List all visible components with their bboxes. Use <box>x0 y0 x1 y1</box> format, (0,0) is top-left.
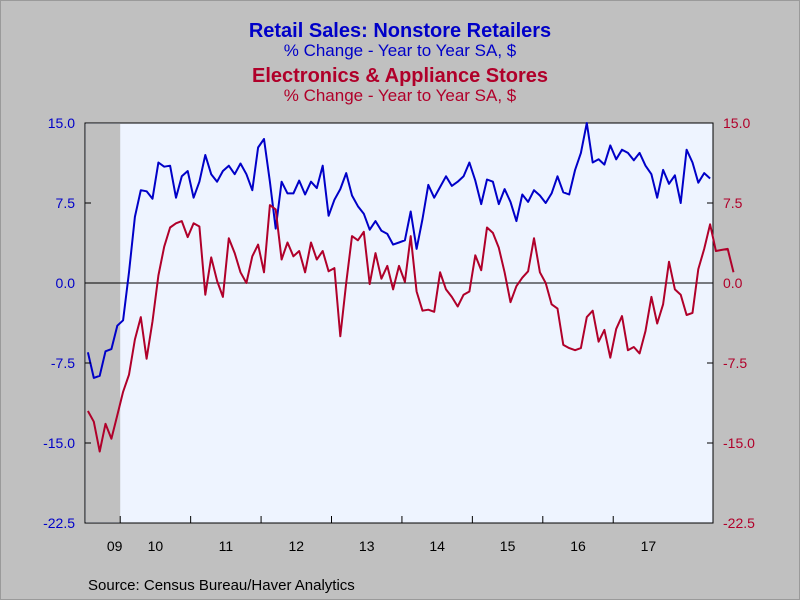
y-right-tick-label: -22.5 <box>723 515 755 531</box>
y-left-tick-label: -7.5 <box>51 355 75 371</box>
y-left-tick-label: 0.0 <box>56 275 76 291</box>
x-tick-label: 12 <box>289 538 305 554</box>
series2-subtitle: % Change - Year to Year SA, $ <box>283 86 517 105</box>
axis-layer: 15.0 15.0 7.5 7.5 0.0 0.0 -7.5 -7.5 -15.0 -15.0 -2… <box>43 115 755 554</box>
x-tick-label: 17 <box>641 538 657 554</box>
x-tick-label: 16 <box>570 538 586 554</box>
series2-title: Electronics & Appliance Stores <box>251 65 548 87</box>
y-right-tick-label: 15.0 <box>723 115 750 131</box>
y-left-tick-label: 15.0 <box>48 115 75 131</box>
series-line-2 <box>87 204 735 453</box>
series1-title: Retail Sales: Nonstore Retailers <box>248 20 552 42</box>
y-right-tick-label: 7.5 <box>723 195 743 211</box>
series-line-1 <box>86 122 711 379</box>
y-right-tick-label: -15.0 <box>723 435 755 451</box>
y-right-tick-label: -7.5 <box>723 355 747 371</box>
y-left-tick-label: -15.0 <box>43 435 75 451</box>
x-tick-label: 09 <box>107 538 123 554</box>
x-tick-label: 11 <box>219 538 234 554</box>
y-left-tick-label: -22.5 <box>43 515 75 531</box>
series1-subtitle: % Change - Year to Year SA, $ <box>283 41 517 60</box>
recession-shading-layer <box>86 124 121 522</box>
plot-area <box>84 122 714 524</box>
series-layer <box>86 122 735 453</box>
x-tick-label: 14 <box>429 538 445 554</box>
y-left-tick-label: 7.5 <box>56 195 76 211</box>
x-tick-label: 13 <box>359 538 375 554</box>
y-right-tick-label: 0.0 <box>723 275 743 291</box>
x-tick-label: 10 <box>148 538 164 554</box>
source-note: Source: Census Bureau/Haver Analytics <box>88 577 355 594</box>
x-tick-label: 15 <box>500 538 516 554</box>
recession-shade <box>86 124 121 522</box>
